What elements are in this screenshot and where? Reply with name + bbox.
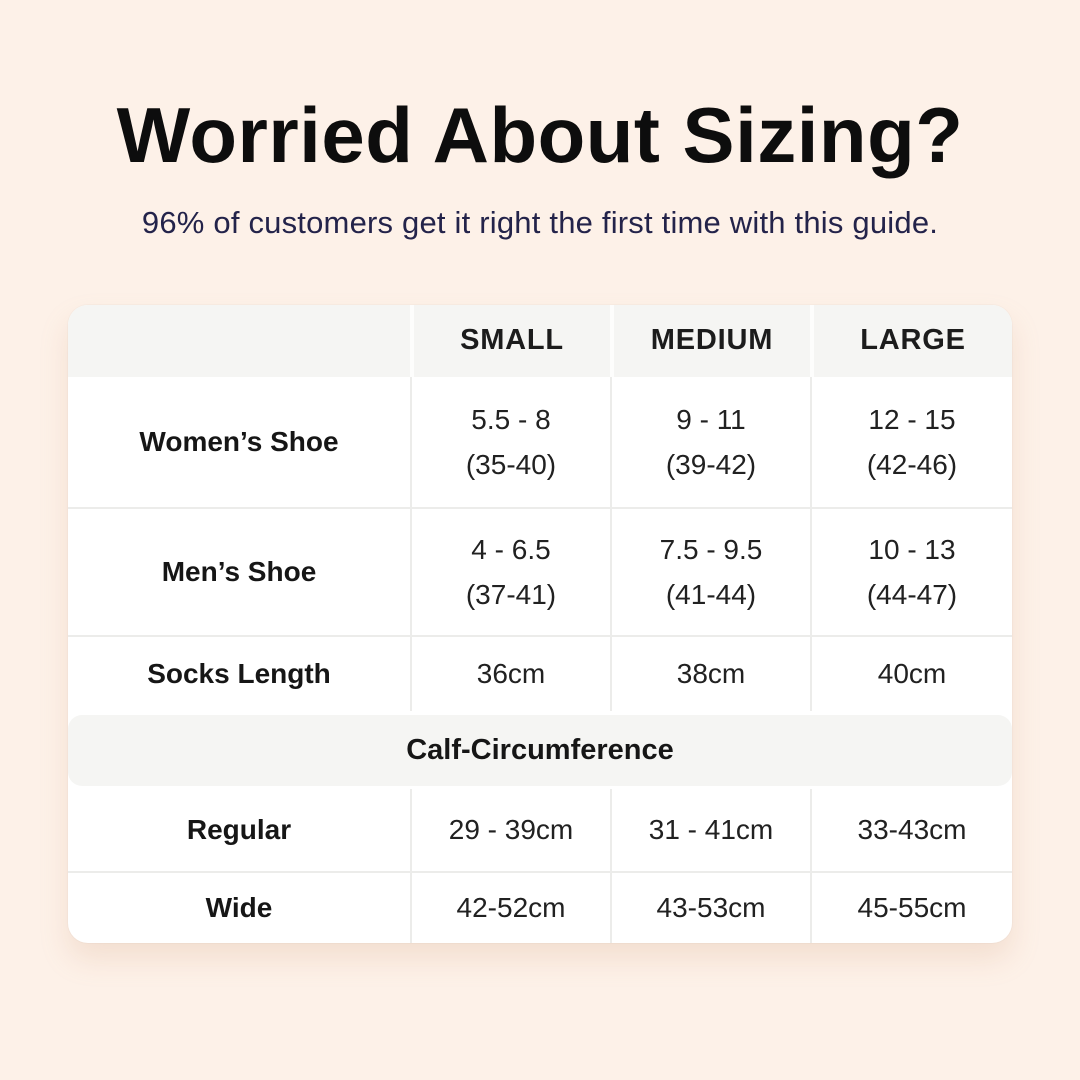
section-title: Calf-Circumference <box>406 733 674 766</box>
cell-socks-large: 40cm <box>810 636 1012 711</box>
cell-womens-small: 5.5 - 8 (35-40) <box>410 376 610 507</box>
table-row-regular: Regular 29 - 39cm 31 - 41cm 33-43cm <box>68 788 1012 871</box>
table-row-socks-length: Socks Length 36cm 38cm 40cm <box>68 634 1012 711</box>
row-label: Regular <box>186 813 292 845</box>
hero-section: Worried About Sizing? 96% of customers g… <box>0 0 1080 241</box>
cell-regular-small: 29 - 39cm <box>410 788 610 871</box>
table-row-womens-shoe: Women’s Shoe 5.5 - 8 (35-40) 9 - 11 (39-… <box>68 376 1012 507</box>
table-row-mens-shoe: Men’s Shoe 4 - 6.5 (37-41) 7.5 - 9.5 (41… <box>68 506 1012 635</box>
cell-wide-medium: 43-53cm <box>610 872 810 943</box>
cell-mens-medium: 7.5 - 9.5 (41-44) <box>610 508 810 635</box>
table-row-wide: Wide 42-52cm 43-53cm 45-55cm <box>68 870 1012 943</box>
page-subtitle: 96% of customers get it right the first … <box>141 204 939 240</box>
cell-wide-small: 42-52cm <box>410 872 610 943</box>
cell-socks-small: 36cm <box>410 636 610 711</box>
cell-womens-medium: 9 - 11 (39-42) <box>610 376 810 507</box>
header-cell-medium: MEDIUM <box>610 304 810 377</box>
size-chart-table: SMALL MEDIUM LARGE Women’s Shoe 5.5 - 8 … <box>68 304 1012 943</box>
cell-mens-small: 4 - 6.5 (37-41) <box>410 508 610 635</box>
header-cell-small: SMALL <box>410 304 610 377</box>
cell-wide-large: 45-55cm <box>810 872 1012 943</box>
section-header-row: Calf-Circumference <box>68 710 1012 789</box>
calf-circumference-band: Calf-Circumference <box>68 714 1012 786</box>
cell-mens-large: 10 - 13 (44-47) <box>810 508 1012 635</box>
cell-socks-medium: 38cm <box>610 636 810 711</box>
cell-regular-medium: 31 - 41cm <box>610 788 810 871</box>
row-label: Socks Length <box>147 657 331 689</box>
header-cell-large: LARGE <box>810 304 1012 377</box>
row-label: Men’s Shoe <box>161 555 317 587</box>
page-title: Worried About Sizing? <box>116 91 964 179</box>
cell-regular-large: 33-43cm <box>810 788 1012 871</box>
header-cell-empty <box>68 305 410 377</box>
cell-womens-large: 12 - 15 (42-46) <box>810 376 1012 507</box>
table-header-row: SMALL MEDIUM LARGE <box>68 304 1012 377</box>
row-label: Wide <box>205 891 273 923</box>
row-label: Women’s Shoe <box>139 425 339 457</box>
